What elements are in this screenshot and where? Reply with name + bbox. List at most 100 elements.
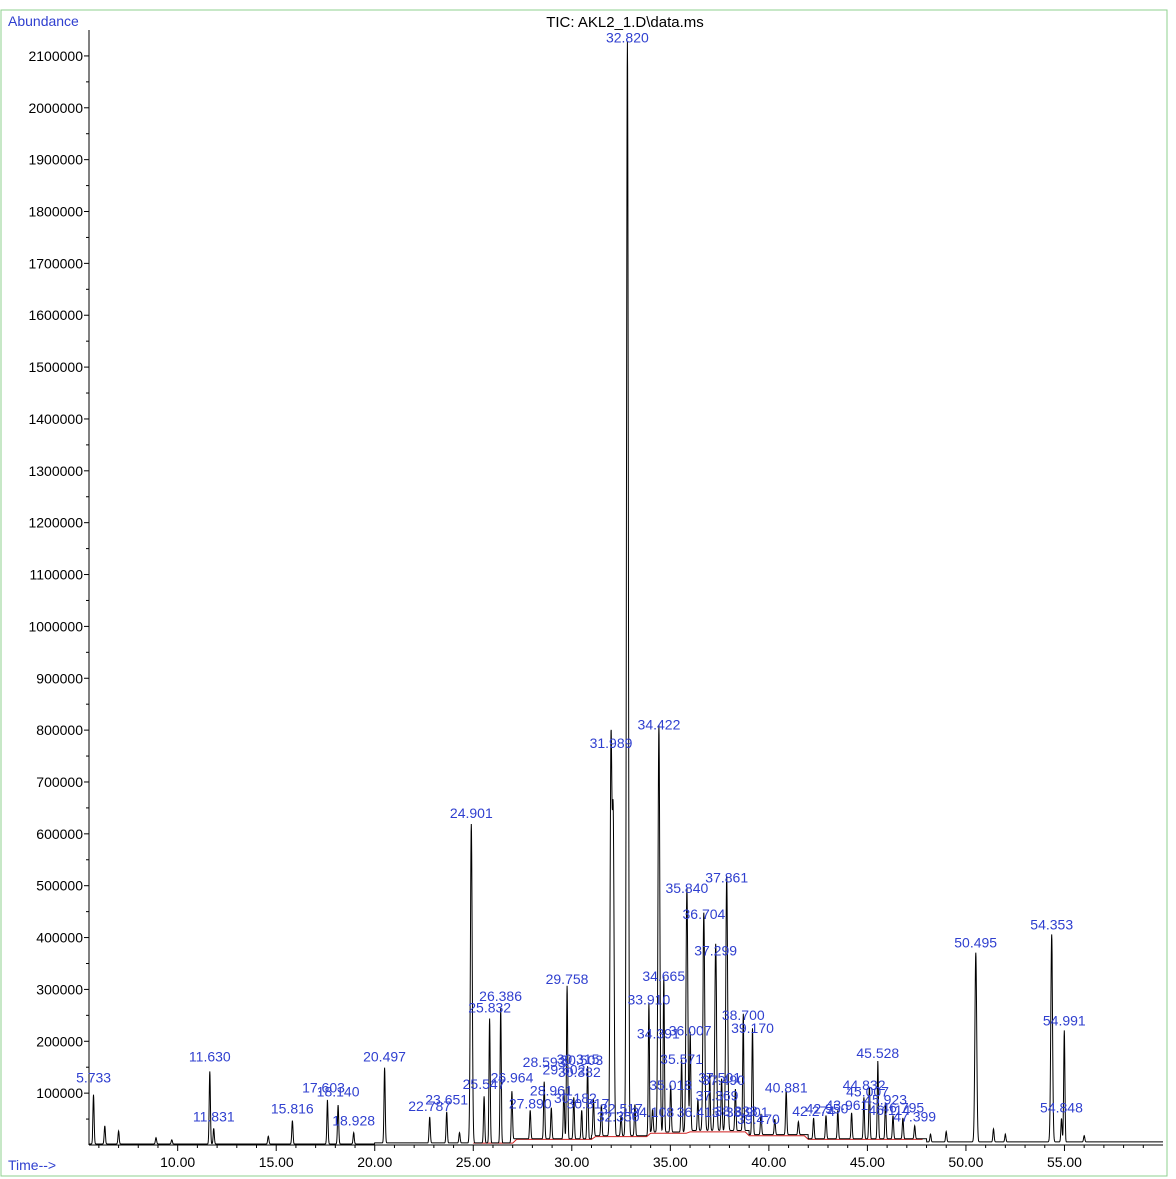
peak-label: 30.503 bbox=[560, 1052, 603, 1068]
peak-label: 37.861 bbox=[705, 870, 748, 886]
peak-label: 22.787 bbox=[408, 1098, 451, 1114]
peak-label: 54.353 bbox=[1030, 916, 1073, 932]
x-tick-label: 25.00 bbox=[456, 1154, 491, 1170]
peak-label: 18.140 bbox=[317, 1083, 360, 1099]
peak-label: 28.961 bbox=[530, 1082, 573, 1098]
peak-label: 18.928 bbox=[332, 1112, 375, 1128]
peak-label: 34.391 bbox=[637, 1025, 680, 1041]
peak-label: 35.571 bbox=[660, 1051, 703, 1067]
peak-label: 38.901 bbox=[726, 1104, 769, 1120]
y-tick-label: 2100000 bbox=[28, 48, 83, 64]
x-tick-label: 10.00 bbox=[160, 1154, 195, 1170]
peak-label: 45.923 bbox=[864, 1092, 907, 1108]
peak-label: 26.386 bbox=[479, 988, 522, 1004]
peak-label: 40.881 bbox=[765, 1080, 808, 1096]
axes: 100000 200000 300000 400000 500000 600000 7000… bbox=[28, 30, 1163, 1170]
y-tick-label: 1200000 bbox=[28, 515, 83, 531]
peak-label: 30.182 bbox=[554, 1090, 597, 1106]
y-tick-label: 500000 bbox=[36, 878, 83, 894]
baseline-trace bbox=[473, 1131, 923, 1144]
tic-trace bbox=[89, 41, 1163, 1145]
y-tick-label: 1100000 bbox=[30, 567, 84, 583]
y-tick-label: 2000000 bbox=[28, 100, 83, 116]
peak-label: 33.910 bbox=[627, 992, 670, 1008]
peak-label: 34.665 bbox=[642, 968, 685, 984]
peak-label: 45.528 bbox=[856, 1045, 899, 1061]
x-axis-label: Time--> bbox=[8, 1157, 56, 1173]
peak-label: 34.422 bbox=[638, 717, 681, 733]
peak-label: 45.007 bbox=[846, 1083, 889, 1099]
y-tick-label: 800000 bbox=[36, 722, 83, 738]
peak-label: 50.495 bbox=[954, 935, 997, 951]
peak-label: 27.890 bbox=[509, 1095, 552, 1111]
peak-label: 34.108 bbox=[631, 1104, 674, 1120]
peak-label: 11.831 bbox=[193, 1108, 235, 1124]
peak-label: 29.602 bbox=[543, 1062, 586, 1078]
peak-label: 30.817 bbox=[566, 1095, 609, 1111]
peak-label: 5.733 bbox=[76, 1069, 111, 1085]
y-tick-label: 600000 bbox=[36, 826, 83, 842]
chart-title: TIC: AKL2_1.D\data.ms bbox=[546, 14, 704, 31]
peak-label: 36.413 bbox=[677, 1104, 720, 1120]
peak-label: 30.315 bbox=[557, 1051, 600, 1067]
peak-label: 37.299 bbox=[694, 942, 737, 958]
peak-label: 25.832 bbox=[468, 999, 511, 1015]
peak-label: 54.848 bbox=[1040, 1099, 1083, 1115]
peak-label: 32.517 bbox=[600, 1100, 643, 1116]
peak-label: 32.820 bbox=[606, 30, 649, 46]
x-tick-label: 15.00 bbox=[259, 1154, 294, 1170]
peak-label: 11.630 bbox=[189, 1049, 231, 1065]
peak-label: 28.593 bbox=[523, 1054, 566, 1070]
y-tick-label: 1000000 bbox=[28, 618, 83, 634]
peak-label: 42.950 bbox=[806, 1100, 849, 1116]
peak-label: 35.018 bbox=[649, 1077, 692, 1093]
peak-label: 32.350 bbox=[597, 1108, 640, 1124]
y-tick-label: 1900000 bbox=[28, 152, 83, 168]
y-tick-label: 1800000 bbox=[28, 204, 83, 220]
y-tick-label: 700000 bbox=[36, 774, 83, 790]
x-tick-label: 45.00 bbox=[850, 1154, 885, 1170]
y-axis-label: Abundance bbox=[8, 13, 79, 29]
peak-label: 26.964 bbox=[491, 1069, 534, 1085]
peak-label: 37.501 bbox=[698, 1069, 741, 1085]
peak-label: 24.901 bbox=[450, 805, 493, 821]
peak-label: 54.991 bbox=[1043, 1012, 1086, 1028]
peak-label: 37.490 bbox=[702, 1072, 745, 1088]
peak-label: 46.114 bbox=[868, 1102, 910, 1118]
x-tick-label: 55.00 bbox=[1047, 1154, 1082, 1170]
peak-label: 30.382 bbox=[558, 1064, 601, 1080]
y-tick-label: 1700000 bbox=[28, 255, 83, 271]
peak-label: 42.274 bbox=[792, 1103, 835, 1119]
y-tick-label: 900000 bbox=[36, 670, 83, 686]
x-tick-label: 40.00 bbox=[751, 1154, 786, 1170]
peak-label: 46.795 bbox=[881, 1099, 924, 1115]
peak-label: 38.338 bbox=[715, 1103, 758, 1119]
peak-label: 20.497 bbox=[363, 1049, 406, 1065]
y-tick-label: 400000 bbox=[36, 930, 83, 946]
peak-label: 35.840 bbox=[665, 880, 708, 896]
tic-trace-line bbox=[89, 41, 1163, 1145]
y-tick-label: 1600000 bbox=[28, 307, 83, 323]
x-tick-label: 20.00 bbox=[357, 1154, 392, 1170]
peak-label: 17.603 bbox=[302, 1080, 345, 1096]
peak-label: 47.399 bbox=[893, 1108, 936, 1124]
peak-label: 37.369 bbox=[696, 1088, 739, 1104]
x-tick-label: 35.00 bbox=[653, 1154, 688, 1170]
peak-label: 15.816 bbox=[271, 1100, 314, 1116]
peak-label: 38.700 bbox=[722, 1007, 765, 1023]
peak-label: 23.651 bbox=[425, 1092, 468, 1108]
peak-label: 36.704 bbox=[683, 906, 726, 922]
y-tick-label: 100000 bbox=[36, 1085, 83, 1101]
y-tick-label: 1300000 bbox=[28, 463, 83, 479]
peak-label: 29.758 bbox=[546, 971, 589, 987]
y-tick-label: 200000 bbox=[36, 1033, 83, 1049]
x-tick-label: 30.00 bbox=[554, 1154, 589, 1170]
x-tick-label: 50.00 bbox=[948, 1154, 983, 1170]
y-tick-label: 1400000 bbox=[28, 411, 83, 427]
y-tick-label: 1500000 bbox=[28, 359, 83, 375]
peak-label: 43.961 bbox=[826, 1097, 869, 1113]
peak-label: 39.170 bbox=[731, 1020, 774, 1036]
chart-frame bbox=[0, 9, 1168, 1177]
